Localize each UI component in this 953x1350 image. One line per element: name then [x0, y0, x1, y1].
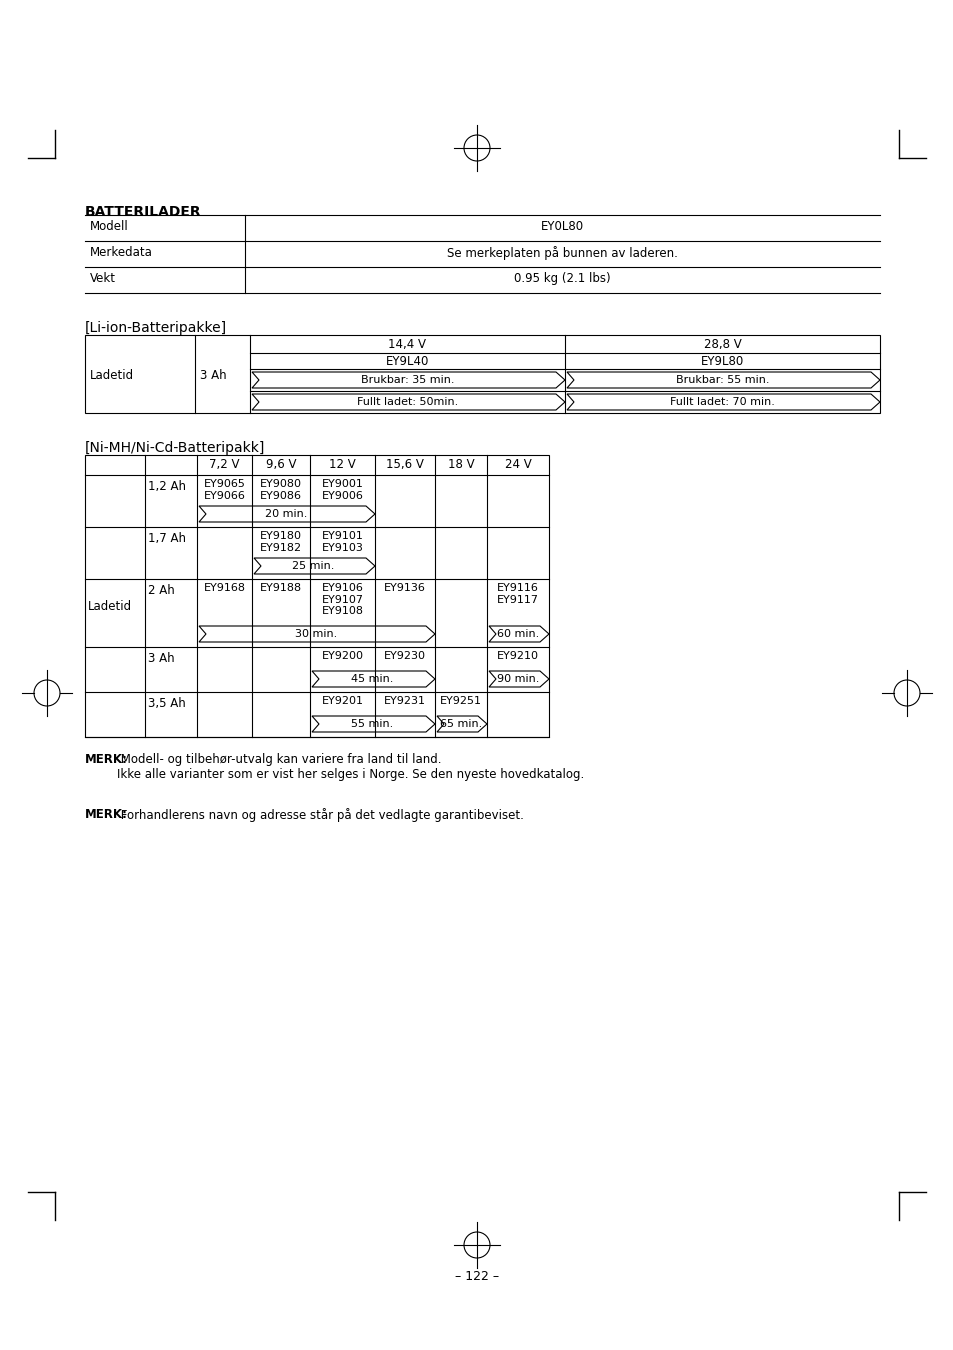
- Text: Brukbar: 35 min.: Brukbar: 35 min.: [360, 375, 454, 385]
- Text: Brukbar: 55 min.: Brukbar: 55 min.: [675, 375, 768, 385]
- Text: Merkedata: Merkedata: [90, 246, 152, 259]
- Text: EY9200: EY9200: [321, 651, 363, 661]
- Text: 30 min.: 30 min.: [294, 629, 336, 639]
- Text: 15,6 V: 15,6 V: [386, 458, 423, 471]
- Text: 90 min.: 90 min.: [497, 674, 538, 684]
- Text: Ikke alle varianter som er vist her selges i Norge. Se den nyeste hovedkatalog.: Ikke alle varianter som er vist her selg…: [117, 768, 583, 782]
- Text: 2 Ah: 2 Ah: [148, 585, 174, 597]
- Text: 3 Ah: 3 Ah: [148, 652, 174, 666]
- Text: EY9210: EY9210: [497, 651, 538, 661]
- Text: MERK:: MERK:: [85, 809, 128, 821]
- Text: EY9230: EY9230: [384, 651, 426, 661]
- Text: EY9231: EY9231: [384, 697, 426, 706]
- Text: EY9L40: EY9L40: [385, 355, 429, 369]
- Text: 20 min.: 20 min.: [265, 509, 307, 518]
- Text: BATTERILADER: BATTERILADER: [85, 205, 201, 219]
- Text: [Li-ion-Batteripakke]: [Li-ion-Batteripakke]: [85, 321, 227, 335]
- Text: – 122 –: – 122 –: [455, 1270, 498, 1282]
- Text: 7,2 V: 7,2 V: [209, 458, 239, 471]
- Text: 14,4 V: 14,4 V: [388, 338, 426, 351]
- Text: Ladetid: Ladetid: [88, 599, 132, 613]
- Text: Vekt: Vekt: [90, 271, 116, 285]
- Text: 55 min.: 55 min.: [351, 720, 394, 729]
- Text: 65 min.: 65 min.: [439, 720, 481, 729]
- Text: 25 min.: 25 min.: [292, 562, 335, 571]
- Text: 1,7 Ah: 1,7 Ah: [148, 532, 186, 545]
- Text: 3,5 Ah: 3,5 Ah: [148, 697, 186, 710]
- Text: EY9251: EY9251: [439, 697, 481, 706]
- Text: 1,2 Ah: 1,2 Ah: [148, 481, 186, 493]
- Text: EY9180
EY9182: EY9180 EY9182: [259, 531, 302, 552]
- Text: 18 V: 18 V: [447, 458, 474, 471]
- Text: Forhandlerens navn og adresse står på det vedlagte garantibeviset.: Forhandlerens navn og adresse står på de…: [117, 809, 523, 822]
- Text: 9,6 V: 9,6 V: [266, 458, 296, 471]
- Text: 3 Ah: 3 Ah: [200, 369, 227, 382]
- Text: [Ni-MH/Ni-Cd-Batteripakk]: [Ni-MH/Ni-Cd-Batteripakk]: [85, 441, 265, 455]
- Text: Se merkeplaten på bunnen av laderen.: Se merkeplaten på bunnen av laderen.: [447, 246, 678, 261]
- Text: 12 V: 12 V: [329, 458, 355, 471]
- Bar: [85, 455, 548, 737]
- Text: EY9L80: EY9L80: [700, 355, 743, 369]
- Text: EY9101
EY9103: EY9101 EY9103: [321, 531, 363, 552]
- Text: EY9188: EY9188: [259, 583, 302, 593]
- Text: 28,8 V: 28,8 V: [703, 338, 740, 351]
- Text: 0.95 kg (2.1 lbs): 0.95 kg (2.1 lbs): [514, 271, 610, 285]
- Text: 45 min.: 45 min.: [351, 674, 394, 684]
- Text: Fullt ladet: 50min.: Fullt ladet: 50min.: [356, 397, 457, 406]
- Text: EY9168: EY9168: [203, 583, 245, 593]
- Text: Modell- og tilbehør-utvalg kan variere fra land til land.: Modell- og tilbehør-utvalg kan variere f…: [117, 753, 441, 765]
- Text: EY9080
EY9086: EY9080 EY9086: [260, 479, 302, 501]
- Bar: [85, 335, 879, 413]
- Text: EY9201: EY9201: [321, 697, 363, 706]
- Text: Fullt ladet: 70 min.: Fullt ladet: 70 min.: [669, 397, 774, 406]
- Text: EY9136: EY9136: [384, 583, 425, 593]
- Text: EY9065
EY9066: EY9065 EY9066: [203, 479, 245, 501]
- Text: EY9116
EY9117: EY9116 EY9117: [497, 583, 538, 605]
- Text: Ladetid: Ladetid: [90, 369, 134, 382]
- Text: EY0L80: EY0L80: [540, 220, 583, 234]
- Text: MERK:: MERK:: [85, 753, 128, 765]
- Text: EY9106
EY9107
EY9108: EY9106 EY9107 EY9108: [321, 583, 363, 616]
- Text: 60 min.: 60 min.: [497, 629, 538, 639]
- Text: EY9001
EY9006: EY9001 EY9006: [321, 479, 363, 501]
- Text: Modell: Modell: [90, 220, 129, 234]
- Text: 24 V: 24 V: [504, 458, 531, 471]
